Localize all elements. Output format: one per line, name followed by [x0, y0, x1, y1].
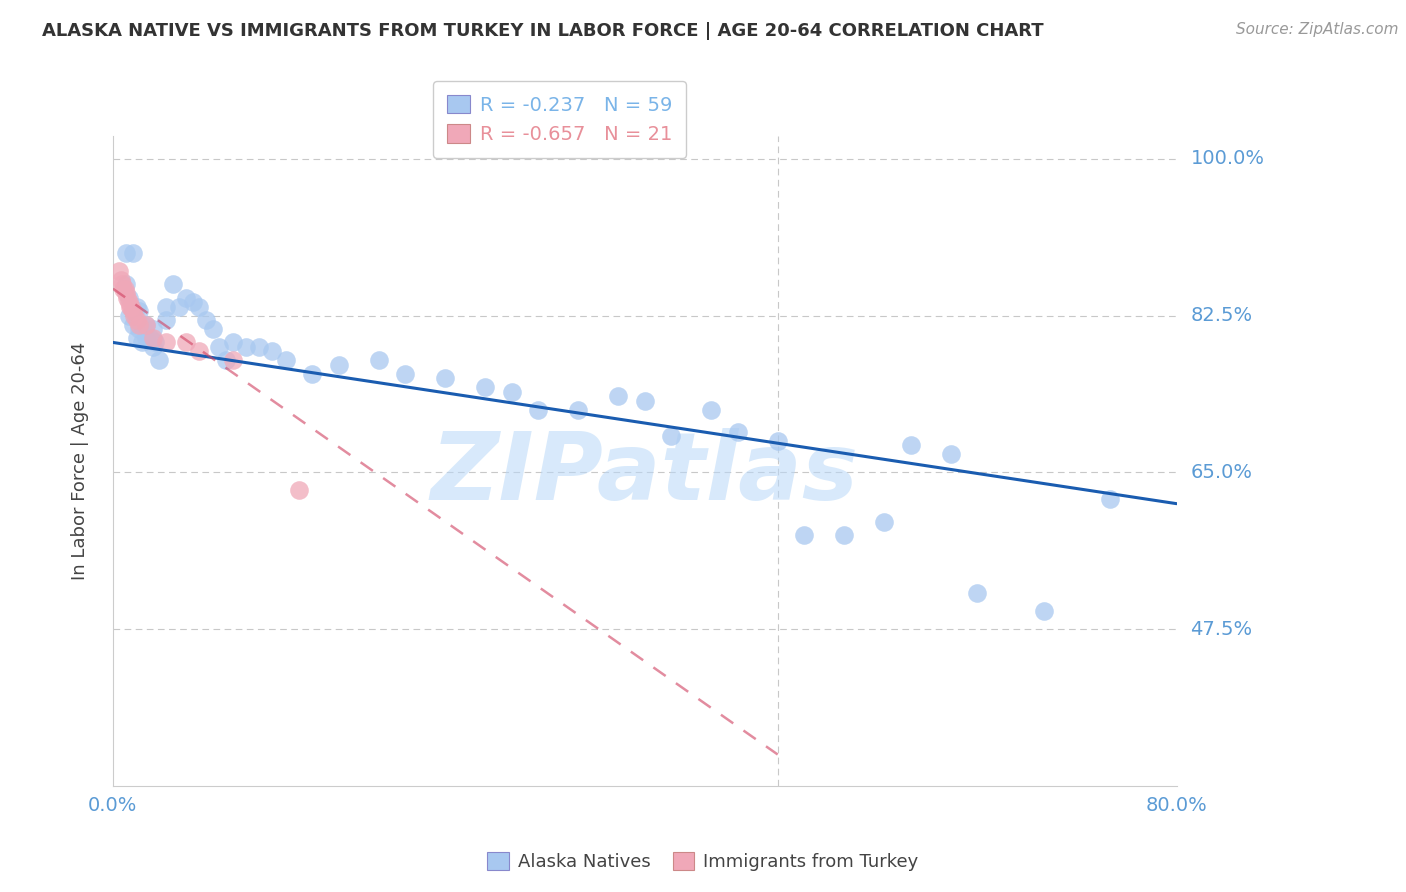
Point	[247, 340, 270, 354]
Point	[117, 291, 139, 305]
Point	[832, 528, 855, 542]
Point	[115, 277, 138, 292]
Point	[121, 304, 143, 318]
Text: 100.0%: 100.0%	[1191, 149, 1264, 169]
Point	[111, 277, 134, 292]
Text: ALASKA NATIVE VS IMMIGRANTS FROM TURKEY IN LABOR FORCE | AGE 20-64 CORRELATION C: ALASKA NATIVE VS IMMIGRANTS FROM TURKEY …	[42, 22, 1043, 40]
Point	[131, 335, 153, 350]
Point	[121, 318, 143, 332]
Point	[174, 291, 197, 305]
Point	[394, 367, 416, 381]
Point	[262, 344, 284, 359]
Point	[221, 353, 243, 368]
Point	[125, 331, 148, 345]
Point	[301, 367, 323, 381]
Point	[135, 318, 157, 332]
Point	[120, 300, 142, 314]
Point	[121, 245, 143, 260]
Point	[328, 358, 350, 372]
Point	[118, 309, 141, 323]
Point	[108, 264, 131, 278]
Point	[188, 300, 211, 314]
Point	[142, 322, 165, 336]
Y-axis label: In Labor Force | Age 20-64: In Labor Force | Age 20-64	[72, 342, 89, 580]
Point	[115, 245, 138, 260]
Legend: R = -0.237   N = 59, R = -0.657   N = 21: R = -0.237 N = 59, R = -0.657 N = 21	[433, 81, 686, 158]
Point	[125, 300, 148, 314]
Text: ZIPatlas: ZIPatlas	[430, 428, 859, 520]
Text: 82.5%: 82.5%	[1191, 306, 1253, 325]
Point	[766, 434, 789, 448]
Legend: Alaska Natives, Immigrants from Turkey: Alaska Natives, Immigrants from Turkey	[481, 846, 925, 879]
Point	[118, 291, 141, 305]
Point	[793, 528, 815, 542]
Point	[966, 586, 988, 600]
Point	[155, 313, 177, 327]
Point	[169, 300, 191, 314]
Point	[235, 340, 257, 354]
Point	[274, 353, 297, 368]
Point	[1032, 604, 1054, 618]
Point	[128, 322, 150, 336]
Point	[634, 393, 657, 408]
Point	[873, 515, 896, 529]
Point	[145, 335, 167, 350]
Point	[114, 282, 136, 296]
Point	[188, 344, 211, 359]
Point	[139, 331, 162, 345]
Point	[135, 331, 157, 345]
Point	[142, 331, 165, 345]
Point	[194, 313, 217, 327]
Text: 65.0%: 65.0%	[1191, 463, 1253, 482]
Point	[142, 340, 165, 354]
Point	[131, 318, 153, 332]
Point	[121, 304, 143, 318]
Point	[659, 429, 682, 443]
Point	[181, 295, 204, 310]
Point	[939, 447, 962, 461]
Point	[110, 273, 132, 287]
Point	[128, 318, 150, 332]
Point	[122, 309, 145, 323]
Point	[118, 295, 141, 310]
Point	[208, 340, 231, 354]
Point	[125, 313, 148, 327]
Text: 47.5%: 47.5%	[1191, 620, 1253, 639]
Point	[567, 402, 589, 417]
Point	[527, 402, 550, 417]
Point	[148, 353, 170, 368]
Point	[501, 384, 523, 399]
Point	[121, 300, 143, 314]
Point	[174, 335, 197, 350]
Point	[367, 353, 389, 368]
Point	[474, 380, 496, 394]
Point	[727, 425, 749, 439]
Point	[112, 282, 135, 296]
Point	[128, 304, 150, 318]
Point	[155, 300, 177, 314]
Point	[115, 286, 138, 301]
Point	[215, 353, 238, 368]
Point	[900, 438, 922, 452]
Point	[155, 335, 177, 350]
Point	[288, 483, 311, 498]
Point	[434, 371, 457, 385]
Point	[607, 389, 630, 403]
Text: Source: ZipAtlas.com: Source: ZipAtlas.com	[1236, 22, 1399, 37]
Point	[162, 277, 184, 292]
Point	[135, 318, 157, 332]
Point	[201, 322, 224, 336]
Point	[221, 335, 243, 350]
Point	[700, 402, 723, 417]
Point	[1099, 492, 1122, 507]
